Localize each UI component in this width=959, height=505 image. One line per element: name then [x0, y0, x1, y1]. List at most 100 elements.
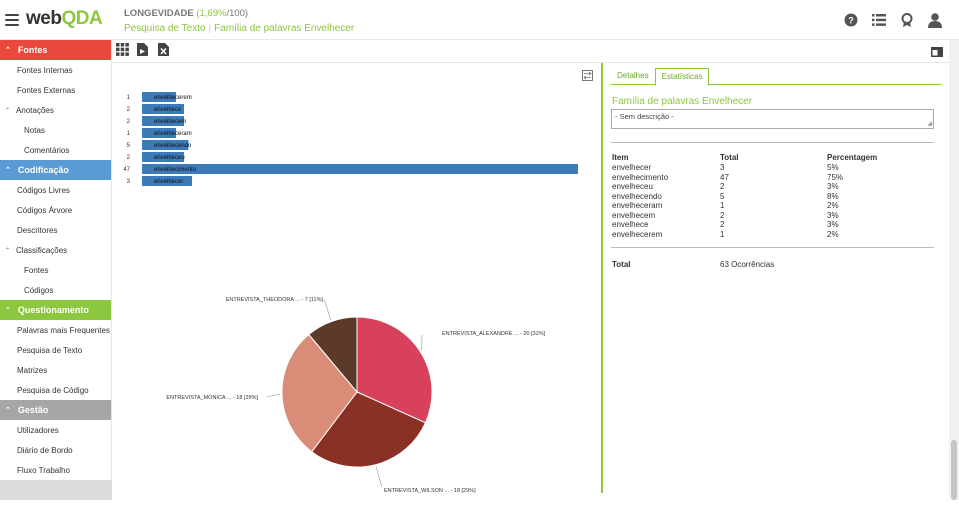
sidebar-item-pesquisa-codigo[interactable]: Pesquisa de Código [0, 380, 111, 400]
list-icon[interactable] [871, 12, 887, 28]
col-total: Total [720, 153, 827, 163]
logo-accent: QDA [61, 8, 102, 29]
bar-category-label: envelhecem [154, 119, 186, 125]
export-pdf-icon[interactable] [137, 43, 151, 57]
bar-value-label: 3 [127, 179, 131, 185]
bar-category-label: envelhecimento [154, 167, 197, 173]
top-bar: webQDA LONGEVIDADE (1,69%/100) Pesquisa … [0, 0, 959, 40]
cell-percentage: 3% [827, 182, 927, 192]
pie-label: ENTREVISTA_MONICA ... - 18 [29%] [166, 395, 258, 401]
scrollbar-thumb[interactable] [951, 440, 957, 500]
cell-percentage: 2% [827, 201, 927, 211]
total-label: Total [612, 260, 720, 269]
pie-label: ENTREVISTA_WILSON ... - 18 [29%] [384, 488, 476, 494]
panel-toggle-icon[interactable] [931, 44, 943, 54]
sidebar-item-utilizadores[interactable]: Utilizadores [0, 420, 111, 440]
sidebar-item-fluxo-trabalho[interactable]: Fluxo Trabalho [0, 460, 111, 480]
pie-leader-line [324, 299, 331, 320]
sidebar-footer [0, 480, 112, 500]
sidebar-item-palavras-frequentes[interactable]: Palavras mais Frequentes [0, 320, 111, 340]
menu-icon[interactable] [5, 14, 19, 26]
svg-text:?: ? [848, 16, 854, 26]
sidebar-item-comentarios[interactable]: Comentários [0, 140, 111, 160]
sidebar-item-codigos-livres[interactable]: Códigos Livres [0, 180, 111, 200]
cell-percentage: 2% [827, 230, 927, 240]
col-percentage: Percentagem [827, 153, 927, 163]
bar-value-label: 47 [123, 167, 130, 173]
award-icon[interactable] [899, 12, 915, 28]
description-field[interactable]: - Sem descrição - ◢ [611, 109, 934, 129]
sidebar-item-anotacoes[interactable]: ⌃Anotações [0, 100, 111, 120]
col-item: Item [612, 153, 720, 163]
bar-value-label: 5 [127, 143, 131, 149]
sidebar-item-classificacoes[interactable]: ⌃Classificações [0, 240, 111, 260]
sidebar-section-gestao[interactable]: ⌃ Gestão [0, 400, 111, 420]
cell-item: envelhecerem [612, 230, 720, 240]
sidebar-item-pesquisa-texto[interactable]: Pesquisa de Texto [0, 340, 111, 360]
breadcrumb-item-search[interactable]: Pesquisa de Texto [124, 23, 206, 34]
sidebar-section-label: Gestão [18, 405, 49, 415]
tab-estatisticas[interactable]: Estatísticas [655, 68, 710, 86]
breadcrumb-item-family[interactable]: Família de palavras Envelhecer [214, 23, 354, 34]
sidebar-item-diario-bordo[interactable]: Diário de Bordo [0, 440, 111, 460]
panel-tabs: Detalhes Estatísticas [611, 68, 941, 85]
breadcrumb: Pesquisa de Texto|Família de palavras En… [124, 23, 354, 34]
sidebar-item-class-codigos[interactable]: Códigos [0, 280, 111, 300]
sidebar-section-codificacao[interactable]: ⌃ Codificação [0, 160, 111, 180]
sidebar-section-questionamento[interactable]: ⌃Questionamento [0, 300, 111, 320]
sidebar-item-descritores[interactable]: Descritores [0, 220, 111, 240]
export-excel-icon[interactable] [158, 43, 172, 57]
bar-value-label: 1 [127, 131, 131, 137]
project-title: LONGEVIDADE (1,69%/100) [124, 8, 248, 19]
bar-category-label: envelheceram [154, 131, 192, 137]
toolbar [116, 43, 172, 57]
cell-percentage: 3% [827, 220, 927, 230]
grid-view-icon[interactable] [116, 43, 130, 57]
cell-total: 1 [720, 230, 827, 240]
chevron-up-icon: ⌃ [5, 166, 11, 174]
cell-total: 1 [720, 201, 827, 211]
sidebar-section-label: Fontes [18, 45, 48, 55]
sidebar-item-matrizes[interactable]: Matrizes [0, 360, 111, 380]
sidebar: ⌃Fontes Fontes Internas Fontes Externas … [0, 40, 112, 500]
cell-total: 3 [720, 163, 827, 173]
tab-detalhes[interactable]: Detalhes [611, 68, 655, 85]
bar-value-label: 2 [127, 119, 131, 125]
chevron-up-icon: ⌃ [5, 406, 11, 414]
cell-percentage: 75% [827, 173, 927, 183]
cell-item: envelhecem [612, 211, 720, 221]
help-icon[interactable]: ? [843, 12, 859, 28]
cell-percentage: 3% [827, 211, 927, 221]
swap-icon[interactable] [582, 68, 593, 79]
cell-percentage: 5% [827, 163, 927, 173]
cell-total: 2 [720, 182, 827, 192]
pie-label: ENTREVISTA_THEODORA ... - 7 [11%] [226, 297, 324, 303]
user-icon[interactable] [927, 12, 943, 28]
project-name: LONGEVIDADE [124, 8, 194, 19]
chevron-up-icon: ⌃ [5, 306, 11, 314]
cell-total: 47 [720, 173, 827, 183]
panel-title: Família de palavras Envelhecer [612, 96, 752, 107]
sidebar-item-notas[interactable]: Notas [0, 120, 111, 140]
table-header: Item Total Percentagem [612, 153, 932, 163]
sidebar-item-label: Anotações [16, 106, 54, 115]
sidebar-item-fontes-externas[interactable]: Fontes Externas [0, 80, 111, 100]
page-scrollbar[interactable] [949, 40, 959, 500]
sidebar-item-codigos-arvore[interactable]: Códigos Árvore [0, 200, 111, 220]
cell-total: 2 [720, 220, 827, 230]
sidebar-section-label: Codificação [18, 165, 69, 175]
sidebar-section-fontes[interactable]: ⌃Fontes [0, 40, 111, 60]
logo[interactable]: webQDA [26, 8, 102, 30]
sidebar-item-fontes-internas[interactable]: Fontes Internas [0, 60, 111, 80]
sidebar-item-class-fontes[interactable]: Fontes [0, 260, 111, 280]
bar-category-label: envelhece [154, 107, 182, 113]
bar-value-label: 1 [127, 95, 131, 101]
bar-category-label: envelhecendo [154, 143, 192, 149]
resize-grip-icon[interactable]: ◢ [927, 120, 932, 127]
